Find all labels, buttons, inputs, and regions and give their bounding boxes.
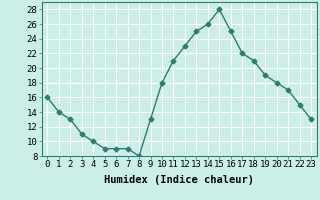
X-axis label: Humidex (Indice chaleur): Humidex (Indice chaleur) [104, 175, 254, 185]
